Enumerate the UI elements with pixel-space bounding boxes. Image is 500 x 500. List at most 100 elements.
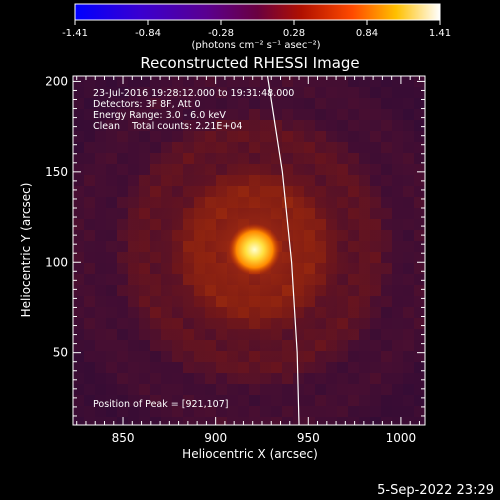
heatmap-cell <box>381 417 393 425</box>
heatmap-cell <box>106 362 118 374</box>
heatmap-cell <box>106 340 118 352</box>
heatmap-cell <box>95 340 107 352</box>
solar-limb-line <box>266 76 300 425</box>
heatmap-cell <box>392 296 404 308</box>
heatmap-cell <box>381 384 393 396</box>
heatmap-cell <box>117 384 129 396</box>
heatmap-cell <box>117 329 129 341</box>
heatmap-cell <box>326 417 338 425</box>
heatmap-cell <box>403 175 415 187</box>
heatmap-cell <box>381 120 393 132</box>
heatmap-cell <box>381 186 393 198</box>
heatmap-cell <box>84 208 96 220</box>
heatmap-cell <box>381 395 393 407</box>
heatmap-cell <box>414 208 425 220</box>
heatmap-cell <box>403 406 415 418</box>
heatmap-cell <box>381 329 393 341</box>
heatmap-cell <box>403 417 415 425</box>
heatmap-cell <box>161 98 173 110</box>
heatmap-cell <box>106 164 118 176</box>
chart-title: Reconstructed RHESSI Image <box>140 54 359 72</box>
heatmap-cell <box>172 109 184 121</box>
heatmap-cell <box>238 406 250 418</box>
heatmap-cell <box>84 197 96 209</box>
heatmap-cell <box>326 120 338 132</box>
heatmap-cell <box>381 373 393 385</box>
observation-info: 23-Jul-2016 19:28:12.000 to 19:31:48.000… <box>93 88 294 132</box>
x-tick-label: 1000 <box>386 431 417 445</box>
heatmap-cell <box>403 186 415 198</box>
heatmap-cell <box>271 98 283 110</box>
heatmap-cell <box>392 197 404 209</box>
heatmap-cell <box>84 241 96 253</box>
heatmap-cell <box>205 406 217 418</box>
heatmap-cell <box>216 384 228 396</box>
y-axis-label: Heliocentric Y (arcsec) <box>19 183 33 318</box>
y-tick-label: 150 <box>45 165 68 179</box>
heatmap-cell <box>238 76 250 88</box>
heatmap-cell <box>139 351 151 363</box>
heatmap-cell <box>73 362 85 374</box>
heatmap-cell <box>348 362 360 374</box>
peak-source <box>228 223 281 276</box>
heatmap-cell <box>293 76 305 88</box>
heatmap-cell <box>414 186 425 198</box>
heatmap-cell <box>403 373 415 385</box>
heatmap-cell <box>403 131 415 143</box>
heatmap-cell <box>403 263 415 275</box>
heatmap-cell <box>84 142 96 154</box>
heatmap-cell <box>370 164 382 176</box>
heatmap-cell <box>128 109 140 121</box>
heatmap-cell <box>183 87 195 99</box>
heatmap-cell <box>139 120 151 132</box>
heatmap-cell <box>337 76 349 88</box>
heatmap-cell <box>194 395 206 407</box>
heatmap-cell <box>359 87 371 99</box>
heatmap-cell <box>359 142 371 154</box>
heatmap-cell <box>183 384 195 396</box>
heatmap-cell <box>392 395 404 407</box>
y-tick-label: 50 <box>53 346 68 360</box>
heatmap-cell <box>381 351 393 363</box>
heatmap-cell <box>128 417 140 425</box>
annotation-detectors: Detectors: 3F 8F, Att 0 <box>93 99 201 110</box>
heatmap-cell <box>403 296 415 308</box>
heatmap-cell <box>106 373 118 385</box>
heatmap-cell <box>205 384 217 396</box>
heatmap-cell <box>216 87 228 99</box>
heatmap-cell <box>106 197 118 209</box>
heatmap-cell <box>238 395 250 407</box>
heatmap-cell <box>304 373 316 385</box>
heatmap-cell <box>84 362 96 374</box>
heatmap-cell <box>370 395 382 407</box>
heatmap-cell <box>293 109 305 121</box>
heatmap-cell <box>139 142 151 154</box>
heatmap-cell <box>117 98 129 110</box>
heatmap-cell <box>84 263 96 275</box>
heatmap-cell <box>326 87 338 99</box>
heatmap-cell <box>128 329 140 341</box>
heatmap-cell <box>205 109 217 121</box>
footer-timestamp: 5-Sep-2022 23:29 <box>377 483 494 498</box>
heatmap-cell <box>183 406 195 418</box>
heatmap-cell <box>392 109 404 121</box>
x-axis-label: Heliocentric X (arcsec) <box>182 447 318 461</box>
heatmap-cell <box>403 219 415 231</box>
heatmap-cell <box>106 351 118 363</box>
heatmap-cell <box>172 373 184 385</box>
heatmap-cell <box>139 131 151 143</box>
heatmap-cell <box>161 131 173 143</box>
heatmap-cell <box>84 87 96 99</box>
heatmap-cell <box>348 373 360 385</box>
heatmap-cell <box>249 76 261 88</box>
heatmap-cell <box>106 417 118 425</box>
heatmap-cell <box>282 76 294 88</box>
heatmap-cell <box>172 98 184 110</box>
heatmap-cell <box>194 417 206 425</box>
heatmap-cell <box>117 395 129 407</box>
heatmap-cell <box>73 131 85 143</box>
heatmap-cell <box>73 197 85 209</box>
heatmap-cell <box>315 373 327 385</box>
heatmap-cell <box>381 153 393 165</box>
heatmap-cell <box>359 109 371 121</box>
